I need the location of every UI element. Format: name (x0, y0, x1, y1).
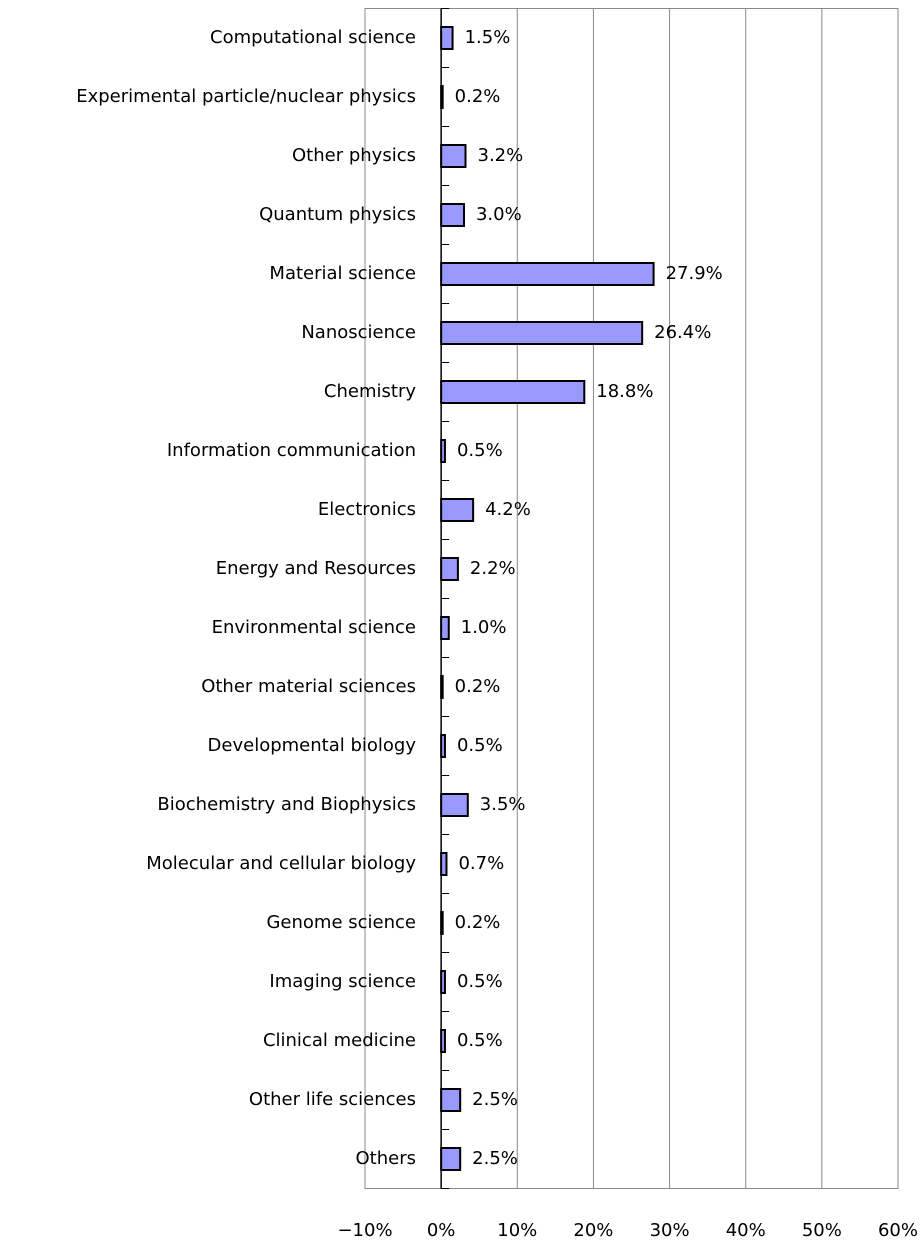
category-label: Chemistry (324, 381, 416, 402)
value-label: 2.5% (472, 1148, 518, 1169)
value-label: 0.5% (457, 735, 503, 756)
category-label: Others (356, 1148, 417, 1169)
value-label: 0.7% (458, 853, 504, 874)
bar (440, 144, 467, 168)
x-tick-label: 10% (497, 1220, 537, 1241)
category-label: Energy and Resources (216, 558, 416, 579)
bar (440, 1029, 446, 1053)
x-tick-label: −10% (337, 1220, 392, 1241)
x-tick-label: 0% (427, 1220, 456, 1241)
category-label: Environmental science (212, 617, 416, 638)
category-label: Molecular and cellular biology (146, 853, 416, 874)
bar (440, 498, 475, 522)
category-label: Material science (269, 263, 416, 284)
value-label: 0.2% (455, 912, 501, 933)
category-label: Quantum physics (259, 204, 416, 225)
category-label: Other physics (292, 145, 416, 166)
category-label: Experimental particle/nuclear physics (76, 86, 416, 107)
value-label: 3.0% (476, 204, 522, 225)
bar (440, 26, 454, 50)
bar (440, 262, 655, 286)
bar (440, 793, 469, 817)
x-tick-label: 20% (573, 1220, 613, 1241)
bar (440, 85, 444, 109)
bar (440, 439, 446, 463)
value-label: 0.2% (455, 86, 501, 107)
bar (440, 321, 644, 345)
category-label: Other material sciences (201, 676, 416, 697)
value-label: 2.2% (470, 558, 516, 579)
category-label: Genome science (266, 912, 416, 933)
bar (440, 1088, 462, 1112)
category-label: Developmental biology (208, 735, 417, 756)
value-label: 3.5% (480, 794, 526, 815)
category-label: Nanoscience (301, 322, 416, 343)
bar (440, 380, 586, 404)
bar (440, 675, 444, 699)
category-label: Computational science (210, 27, 416, 48)
category-label: Biochemistry and Biophysics (157, 794, 416, 815)
value-label: 0.2% (455, 676, 501, 697)
x-tick-label: 60% (878, 1220, 918, 1241)
x-tick-label: 30% (650, 1220, 690, 1241)
bar (440, 1147, 462, 1171)
value-label: 2.5% (472, 1089, 518, 1110)
category-label: Electronics (318, 499, 416, 520)
bar (440, 970, 446, 994)
value-label: 1.0% (461, 617, 507, 638)
bar (440, 911, 444, 935)
value-label: 0.5% (457, 440, 503, 461)
value-label: 3.2% (478, 145, 524, 166)
category-label: Clinical medicine (263, 1030, 416, 1051)
category-label: Imaging science (269, 971, 416, 992)
bar (440, 203, 465, 227)
value-label: 18.8% (596, 381, 653, 402)
x-tick-label: 40% (726, 1220, 766, 1241)
bar (440, 852, 448, 876)
value-label: 26.4% (654, 322, 711, 343)
bar (440, 616, 450, 640)
category-label: Other life sciences (249, 1089, 416, 1110)
bar (440, 557, 459, 581)
value-label: 0.5% (457, 971, 503, 992)
bar (440, 734, 446, 758)
x-tick-label: 50% (802, 1220, 842, 1241)
value-label: 4.2% (485, 499, 531, 520)
value-label: 1.5% (465, 27, 511, 48)
value-label: 27.9% (666, 263, 723, 284)
category-label: Information communication (167, 440, 416, 461)
value-label: 0.5% (457, 1030, 503, 1051)
